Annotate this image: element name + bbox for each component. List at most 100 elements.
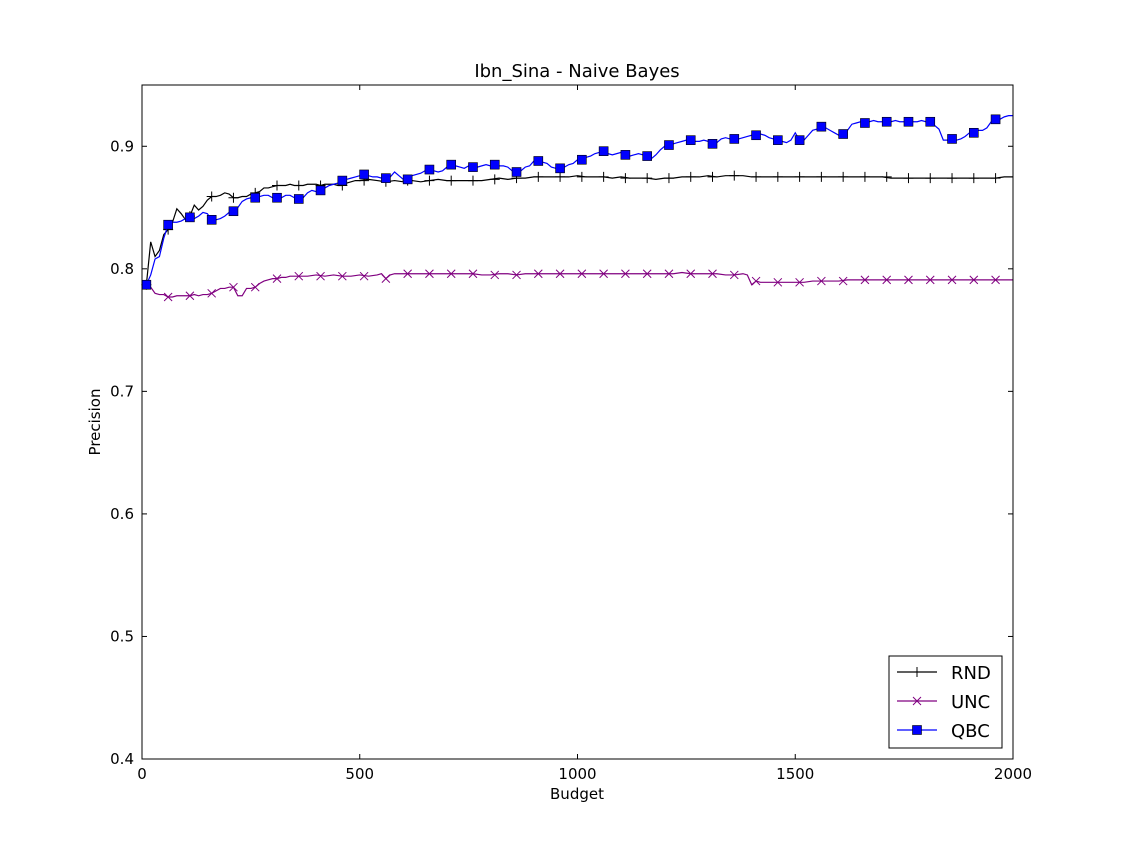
marker-unc [686, 269, 696, 279]
legend-box [888, 655, 1003, 749]
marker-qbc [751, 130, 761, 141]
legend-label-rnd: RND [951, 663, 991, 684]
y-tick-label: 0.9 [110, 137, 134, 155]
marker-rnd [685, 171, 696, 182]
marker-qbc [402, 174, 413, 185]
marker-rnd [642, 173, 653, 184]
ticks-layer: 0 500 1000 1500 2000 0.4 0.5 0.6 0.7 0.8 0.9 [110, 85, 1032, 783]
marker-qbc [163, 219, 173, 230]
marker-qbc [468, 162, 478, 172]
marker-rnd [947, 173, 958, 184]
marker-rnd [903, 173, 914, 184]
series-unc [142, 269, 1013, 302]
marker-qbc [881, 116, 892, 127]
y-axis-label: Precision [86, 389, 104, 456]
marker-qbc [925, 116, 936, 127]
marker-rnd [925, 173, 936, 184]
marker-qbc [511, 167, 522, 177]
marker-qbc [424, 164, 435, 175]
marker-rnd [555, 171, 566, 182]
y-tick-label: 0.4 [110, 750, 134, 768]
series-rnd [141, 170, 1013, 290]
x-axis-label: Budget [550, 785, 604, 803]
marker-qbc [664, 140, 674, 150]
marker-rnd [293, 180, 304, 191]
marker-unc [708, 269, 717, 279]
marker-qbc [446, 159, 457, 170]
marker-unc [947, 275, 957, 285]
marker-rnd [489, 174, 500, 185]
marker-qbc [359, 169, 369, 180]
marker-rnd [968, 173, 979, 184]
marker-unc [773, 277, 783, 287]
marker-rnd [838, 171, 849, 182]
marker-unc [337, 271, 347, 281]
y-tick-label: 0.8 [110, 260, 134, 278]
marker-qbc [337, 175, 348, 186]
legend-label-qbc: QBC [951, 721, 990, 742]
marker-unc [555, 269, 565, 279]
marker-qbc [773, 135, 783, 145]
marker-qbc [228, 206, 239, 217]
marker-qbc [729, 134, 740, 144]
marker-unc [795, 277, 804, 287]
marker-qbc [381, 173, 391, 183]
legend-marker-qbc [912, 725, 922, 735]
marker-unc [403, 269, 413, 279]
legend-marker-rnd [912, 667, 922, 677]
marker-qbc [816, 121, 827, 132]
marker-qbc [969, 127, 979, 138]
marker-unc [294, 271, 304, 281]
marker-rnd [707, 171, 718, 182]
marker-qbc [860, 118, 870, 128]
marker-qbc [315, 185, 326, 196]
marker-rnd [424, 175, 435, 186]
marker-rnd [598, 171, 609, 182]
marker-rnd [620, 173, 631, 184]
marker-unc [991, 275, 1000, 285]
legend-label-unc: UNC [951, 692, 990, 713]
x-tick-label: 2000 [994, 765, 1032, 783]
marker-unc [860, 275, 870, 285]
marker-qbc [685, 135, 696, 145]
marker-unc [533, 269, 543, 279]
x-tick-label: 0 [137, 765, 147, 783]
marker-qbc [577, 154, 587, 165]
marker-unc [838, 276, 848, 286]
marker-qbc [990, 114, 1001, 125]
marker-unc [642, 269, 652, 279]
marker-unc [621, 269, 630, 279]
marker-rnd [794, 171, 805, 182]
marker-unc [512, 270, 521, 280]
marker-unc [490, 270, 500, 280]
marker-rnd [272, 180, 283, 191]
marker-unc [599, 269, 608, 279]
marker-rnd [467, 175, 478, 186]
marker-unc [446, 269, 456, 279]
marker-rnd [729, 170, 740, 181]
marker-rnd [816, 171, 827, 182]
marker-rnd [772, 171, 783, 182]
marker-rnd [859, 171, 870, 182]
marker-rnd [990, 173, 1001, 184]
marker-rnd [533, 171, 544, 182]
marker-qbc [838, 129, 848, 139]
legend-entry-unc: UNC [897, 692, 990, 713]
marker-qbc [947, 134, 957, 144]
marker-rnd [576, 171, 587, 182]
series-layer [141, 114, 1013, 302]
marker-unc [163, 292, 173, 302]
marker-unc [664, 269, 674, 279]
x-tick-label: 500 [345, 765, 374, 783]
y-tick-label: 0.6 [110, 505, 134, 523]
marker-rnd [206, 191, 217, 202]
marker-unc [904, 275, 913, 285]
marker-unc [729, 270, 739, 280]
marker-unc [272, 274, 282, 283]
marker-qbc [707, 139, 718, 149]
marker-rnd [751, 171, 762, 182]
marker-unc [207, 288, 217, 298]
x-tick-label: 1500 [776, 765, 814, 783]
marker-qbc [555, 163, 565, 174]
